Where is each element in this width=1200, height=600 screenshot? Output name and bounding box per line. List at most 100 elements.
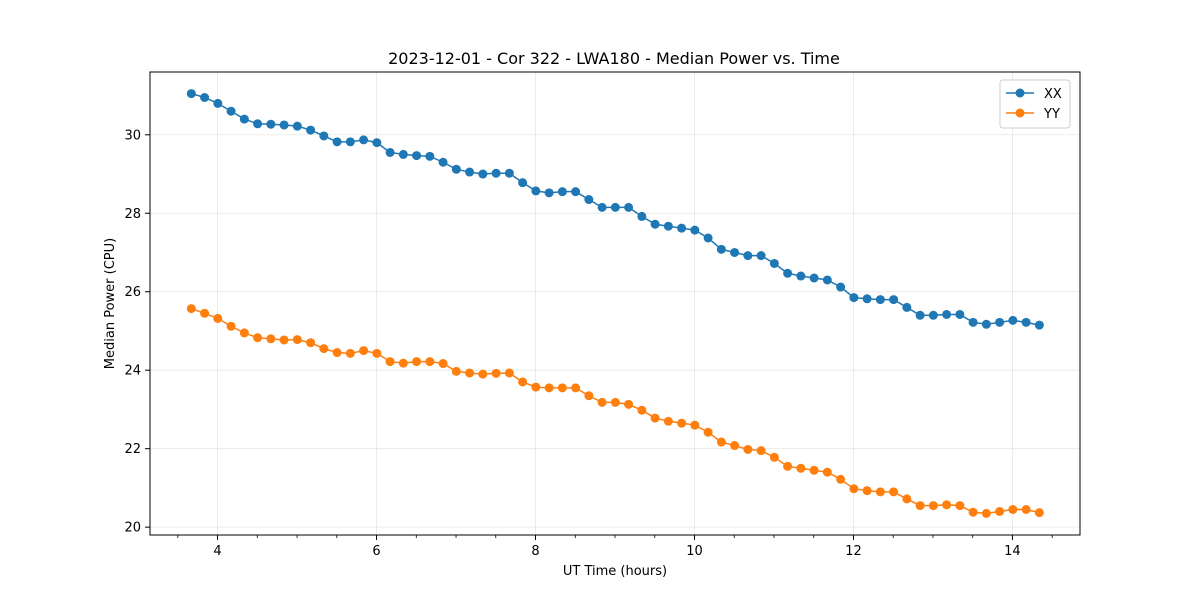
data-point-xx [213, 98, 223, 108]
data-point-yy [544, 383, 554, 393]
data-point-xx [1034, 320, 1044, 330]
data-point-xx [425, 151, 435, 161]
data-point-xx [1008, 315, 1018, 325]
data-point-yy [571, 383, 581, 393]
data-point-xx [186, 89, 196, 99]
data-point-yy [915, 501, 925, 511]
x-tick-label: 6 [372, 544, 380, 559]
x-tick-label: 12 [845, 544, 862, 559]
data-point-xx [968, 317, 978, 327]
x-tick-label: 14 [1004, 544, 1021, 559]
data-point-yy [504, 368, 514, 378]
data-point-yy [372, 348, 382, 358]
data-point-xx [1021, 317, 1031, 327]
x-tick-label: 4 [213, 544, 221, 559]
data-point-yy [703, 427, 713, 437]
data-point-yy [319, 344, 329, 354]
data-point-xx [478, 169, 488, 179]
series-yy [186, 304, 1044, 518]
data-point-yy [902, 494, 912, 504]
data-point-yy [677, 418, 687, 428]
data-point-xx [995, 317, 1005, 327]
data-point-yy [597, 397, 607, 407]
data-point-yy [690, 420, 700, 430]
legend-label-yy: YY [1043, 107, 1060, 122]
data-point-yy [928, 501, 938, 511]
data-point-yy [438, 359, 448, 369]
data-point-xx [637, 211, 647, 221]
data-point-yy [412, 357, 422, 367]
data-point-yy [425, 357, 435, 367]
data-point-xx [942, 309, 952, 319]
data-point-xx [332, 137, 342, 147]
data-point-yy [584, 391, 594, 401]
data-point-xx [412, 151, 422, 161]
data-point-xx [822, 275, 832, 285]
y-tick-label: 22 [124, 442, 141, 457]
data-point-yy [862, 486, 872, 496]
data-point-xx [518, 178, 528, 188]
data-point-yy [889, 487, 899, 497]
data-point-xx [557, 187, 567, 197]
data-point-xx [796, 271, 806, 281]
data-point-xx [902, 302, 912, 312]
data-point-xx [703, 233, 713, 243]
data-point-yy [809, 465, 819, 475]
data-point-xx [319, 131, 329, 141]
data-point-xx [584, 195, 594, 205]
data-point-yy [663, 416, 673, 426]
data-point-yy [478, 369, 488, 379]
data-point-xx [531, 186, 541, 196]
series-xx [186, 89, 1044, 330]
data-point-yy [186, 304, 196, 314]
data-point-yy [955, 501, 965, 511]
data-point-xx [544, 188, 554, 198]
data-point-yy [491, 368, 501, 378]
legend-marker-xx [1015, 88, 1025, 98]
data-point-yy [796, 463, 806, 473]
data-point-yy [769, 452, 779, 462]
data-point-yy [292, 335, 302, 345]
data-point-xx [756, 251, 766, 261]
data-point-xx [809, 273, 819, 283]
data-point-xx [849, 293, 859, 303]
data-point-yy [200, 308, 210, 318]
data-point-xx [981, 319, 991, 329]
series-layer [186, 89, 1044, 518]
data-point-xx [398, 149, 408, 159]
data-point-xx [624, 202, 634, 212]
data-point-yy [266, 334, 276, 344]
data-point-xx [266, 119, 276, 129]
data-point-xx [690, 225, 700, 235]
data-point-xx [743, 251, 753, 261]
chart-title: 2023-12-01 - Cor 322 - LWA180 - Median P… [388, 49, 840, 68]
y-axis-label: Median Power (CPU) [103, 238, 118, 369]
data-point-yy [716, 437, 726, 447]
data-point-yy [451, 366, 461, 376]
data-point-xx [345, 137, 355, 147]
data-point-yy [995, 506, 1005, 516]
data-point-xx [915, 310, 925, 320]
data-point-xx [504, 168, 514, 178]
data-point-yy [1021, 505, 1031, 514]
y-tick-label: 20 [124, 521, 141, 536]
data-point-xx [359, 135, 369, 145]
data-point-yy [253, 333, 263, 343]
data-point-xx [650, 219, 660, 229]
data-point-xx [226, 106, 236, 116]
data-point-yy [465, 368, 475, 378]
data-point-xx [571, 187, 581, 197]
data-point-xx [385, 147, 395, 157]
data-point-xx [610, 202, 620, 212]
legend-label-xx: XX [1044, 87, 1062, 102]
x-tick-label: 8 [531, 544, 539, 559]
data-point-yy [981, 508, 991, 518]
data-point-yy [637, 405, 647, 415]
data-point-yy [1008, 505, 1018, 514]
data-point-xx [451, 164, 461, 174]
data-point-xx [279, 120, 289, 130]
x-axis-label: UT Time (hours) [563, 564, 667, 579]
data-point-xx [955, 309, 965, 319]
data-point-xx [292, 121, 302, 131]
